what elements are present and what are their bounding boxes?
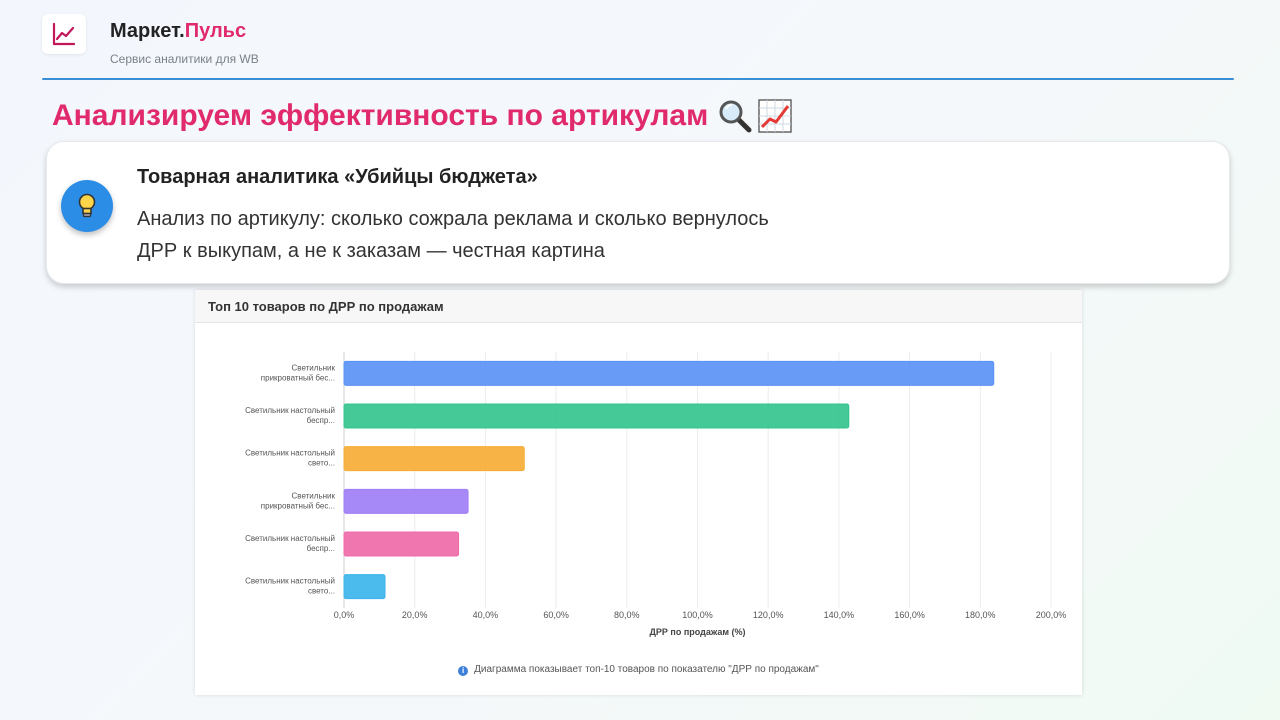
y-tick-label: Светильник настольный беспр...: [245, 534, 335, 553]
card-text-line-2: ДРР к выкупам, а не к заказам — честная …: [137, 240, 605, 262]
y-tick-label: Светильник прикроватный бес...: [261, 491, 336, 510]
bar-chart: 0,0% 20,0% 40,0% 60,0% 80,0% 100,0% 120,0% 140,…: [245, 352, 1067, 637]
lightbulb-badge: [61, 180, 113, 232]
x-axis-label: ДРР по продажам (%): [649, 627, 745, 637]
bar: [343, 488, 469, 514]
x-tick-label: 20,0%: [402, 610, 428, 620]
x-tick-label: 0,0%: [334, 610, 355, 620]
headline-icons: [718, 99, 793, 133]
y-tick-label: Светильник настольный свето...: [245, 449, 335, 468]
y-tick-label-line: прикроватный бес...: [261, 373, 335, 382]
y-tick-label-line: свето...: [308, 459, 335, 468]
bar: [343, 574, 386, 600]
bar: [343, 360, 995, 386]
y-tick-label-line: Светильник настольный: [245, 577, 335, 586]
x-tick-label: 160,0%: [894, 610, 925, 620]
chart-line-icon: [52, 22, 76, 46]
header-divider: [42, 78, 1234, 80]
x-tick-label: 100,0%: [682, 610, 713, 620]
y-tick-label-line: прикроватный бес...: [261, 501, 335, 510]
x-tick-label: 80,0%: [614, 610, 640, 620]
chart-panel-header: Топ 10 товаров по ДРР по продажам: [195, 290, 1082, 323]
brand-accent: Пульс: [184, 20, 247, 42]
info-card: Товарная аналитика «Убийцы бюджета» Анал…: [46, 141, 1230, 284]
card-title: Товарная аналитика «Убийцы бюджета»: [137, 166, 538, 188]
x-tick-label: 180,0%: [965, 610, 996, 620]
y-tick-label-line: Светильник настольный: [245, 406, 335, 415]
bar: [343, 531, 460, 557]
y-tick-label-line: Светильник: [292, 491, 336, 500]
card-text-line-1: Анализ по артикулу: сколько сожрала рекл…: [137, 208, 769, 230]
info-icon: i: [458, 666, 469, 676]
lightbulb-icon: [78, 193, 96, 218]
y-tick-label: Светильник прикроватный бес...: [261, 363, 336, 382]
y-tick-label-line: свето...: [308, 587, 335, 596]
brand-name: Маркет.Пульс: [110, 20, 246, 43]
y-tick-label-line: Светильник настольный: [245, 449, 335, 458]
bar: [343, 403, 850, 429]
x-tick-label: 140,0%: [824, 610, 855, 620]
y-tick-label-line: беспр...: [307, 544, 335, 553]
bar: [343, 446, 525, 472]
y-tick-label-line: Светильник: [292, 363, 336, 372]
y-tick-label-line: беспр...: [307, 416, 335, 425]
chart-increasing-icon: [758, 99, 793, 133]
brand-main: Маркет.: [110, 20, 185, 42]
y-tick-label: Светильник настольный беспр...: [245, 406, 335, 425]
x-tick-label: 60,0%: [543, 610, 569, 620]
magnifier-icon: [719, 100, 752, 133]
brand-tagline: Сервис аналитики для WB: [110, 52, 259, 66]
chart-panel: Топ 10 товаров по ДРР по продажам 0,0% 20…: [195, 290, 1082, 695]
y-tick-label: Светильник настольный свето...: [245, 577, 335, 596]
y-tick-label-line: Светильник настольный: [245, 534, 335, 543]
x-tick-label: 120,0%: [753, 610, 784, 620]
headline-text: Анализируем эффективность по артикулам: [52, 99, 709, 132]
header: Маркет.Пульс Сервис аналитики для WB: [42, 14, 1234, 80]
slide-headline: Анализируем эффективность по артикулам: [52, 96, 793, 136]
x-tick-label: 40,0%: [473, 610, 499, 620]
x-tick-label: 200,0%: [1036, 610, 1067, 620]
chart-note-text: Диаграмма показывает топ-10 товаров по п…: [474, 664, 819, 675]
chart-panel-title: Топ 10 товаров по ДРР по продажам: [208, 299, 444, 314]
logo: [42, 14, 86, 54]
chart-note: i Диаграмма показывает топ-10 товаров по …: [195, 664, 1082, 676]
